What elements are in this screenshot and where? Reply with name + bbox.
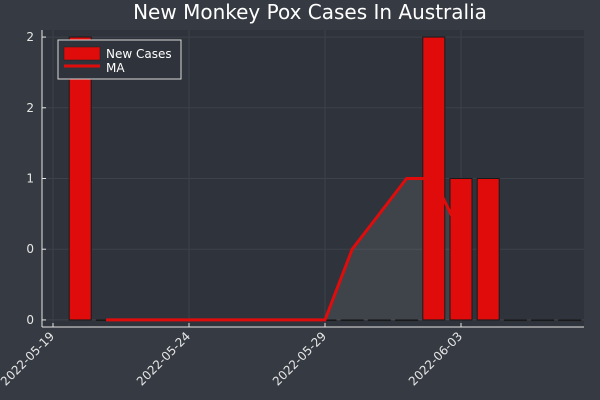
ma-line-series [105, 177, 463, 322]
legend-ma: MA [106, 61, 125, 75]
x-tick-label-0: 2022-05-19 [0, 329, 57, 388]
legend-bar-swatch [63, 46, 101, 61]
x-tick-label-2: 2022-05-29 [270, 329, 329, 388]
bar-2022-06-01 [395, 319, 419, 322]
bar-2022-05-30 [340, 319, 364, 322]
bar-2022-05-20 [68, 36, 92, 321]
x-tick-label-3: 2022-06-03 [406, 329, 465, 388]
ma-area [107, 178, 462, 320]
bar-2022-06-05 [503, 319, 527, 322]
bar-2022-06-06 [531, 319, 555, 322]
x-tick-label-1: 2022-05-24 [134, 329, 193, 388]
ma-area-fill [107, 178, 462, 320]
y-tick-labels: 0 0 1 2 2 [26, 30, 46, 327]
bar-2022-06-04 [476, 178, 500, 321]
bar-2022-06-03 [449, 178, 473, 321]
legend: New Cases MA [57, 39, 182, 80]
chart-title: New Monkey Pox Cases In Australia [133, 0, 487, 24]
y-tick-label-0: 0 [26, 313, 34, 327]
bar-2022-05-31 [367, 319, 391, 322]
y-tick-label-3: 2 [26, 101, 34, 115]
y-tick-label-2: 1 [26, 172, 34, 186]
bar-2022-06-07 [558, 319, 582, 322]
legend-new-cases: New Cases [106, 47, 172, 61]
y-tick-label-1: 0 [26, 242, 34, 256]
y-tick-label-4: 2 [26, 30, 34, 44]
ma-line [105, 177, 463, 322]
x-tick-labels: 2022-05-19 2022-05-24 2022-05-29 2022-06-03 [0, 323, 465, 388]
